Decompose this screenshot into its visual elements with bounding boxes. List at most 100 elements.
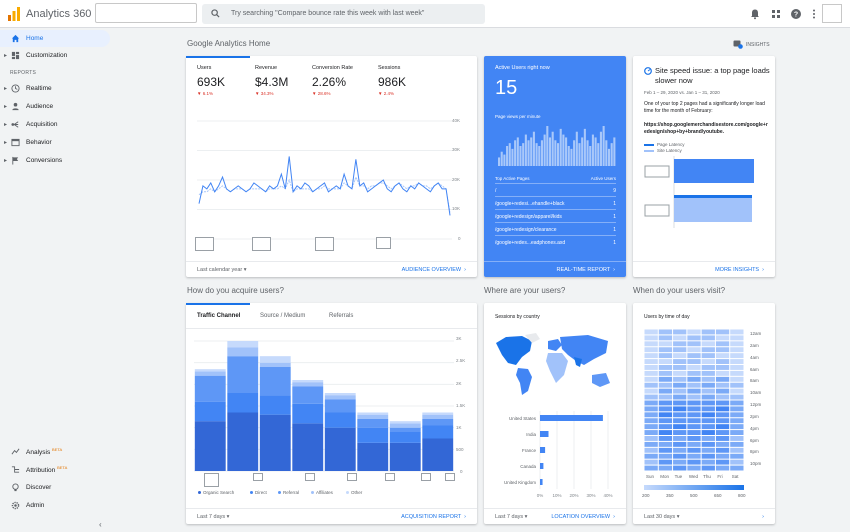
scale-label: 500 [690, 493, 698, 498]
date-range-dropdown[interactable]: Last calendar year ▾ [197, 267, 247, 273]
heatmap-cell [701, 382, 715, 388]
table-row[interactable]: /google+redesign/clearance 1 [495, 224, 616, 236]
x-label-box [376, 237, 391, 249]
stacked-bar-segment [259, 356, 291, 363]
stacked-bar-segment [357, 414, 389, 419]
europe-region [548, 339, 562, 351]
expand-arrow-icon: ▸ [4, 86, 8, 92]
heatmap-cell [658, 441, 673, 447]
legend-referral: Referral [278, 490, 299, 495]
stacked-bar-segment [292, 386, 324, 404]
account-avatar[interactable] [822, 4, 842, 23]
heatmap-cell [715, 335, 730, 341]
heatmap-cell [644, 459, 658, 465]
heatmap-cell [715, 376, 730, 382]
sidebar-item-conversions[interactable]: ▸ Conversions [0, 152, 110, 169]
date-range-dropdown[interactable]: Last 7 days ▾ [197, 514, 230, 520]
card-footer: Last 30 days ▾ › [633, 508, 775, 524]
category-label-box [644, 204, 670, 217]
stacked-bar-segment [259, 362, 291, 367]
metric-revenue[interactable]: Revenue $4.3M ▼ 34.3% [255, 65, 288, 96]
table-row[interactable]: /google+redes...eadphones.axd 1 [495, 237, 616, 249]
pageview-bar [519, 146, 522, 166]
sidebar-item-audience[interactable]: ▸ Audience [0, 98, 110, 115]
location-card: Sessions by country 0% 10% 20% 30% 40% United… [484, 303, 626, 524]
more-insights-link[interactable]: MORE INSIGHTS › [715, 267, 764, 273]
pageview-bar [546, 126, 549, 166]
sidebar-item-admin[interactable]: Admin [0, 497, 110, 514]
sidebar-item-discover[interactable]: Discover [0, 479, 110, 496]
table-row[interactable]: /google+redesi...ehandle+black 1 [495, 198, 616, 210]
x-label-box [445, 473, 455, 481]
location-overview-link[interactable]: LOCATION OVERVIEW › [551, 514, 615, 520]
date-range-dropdown[interactable]: Last 30 days ▾ [644, 514, 680, 520]
heatmap-cell [687, 365, 701, 370]
heatmap-cell [701, 400, 715, 406]
account-selector[interactable] [95, 3, 197, 23]
tab-traffic-channel[interactable]: Traffic Channel [197, 313, 241, 319]
series-line [198, 156, 451, 216]
metric-users[interactable]: Users 693K ▼ 6.1% [197, 65, 225, 96]
heatmap-cell [658, 329, 673, 335]
sidebar-item-realtime[interactable]: ▸ Realtime [0, 80, 110, 97]
heatmap-cell [687, 465, 701, 471]
australia-region [592, 373, 610, 387]
sidebar-item-acquisition[interactable]: ▸ Acquisition [0, 116, 110, 133]
sidebar-item-home[interactable]: Home [0, 30, 110, 47]
metric-sessions[interactable]: Sessions 986K ▼ 2.4% [378, 65, 406, 96]
sidebar-item-customization[interactable]: ▸ Customization [0, 47, 110, 64]
help-icon[interactable]: ? [790, 8, 802, 20]
heatmap-cell [658, 382, 673, 388]
heatmap-cell [673, 453, 687, 459]
heatmap-cell [658, 335, 673, 341]
apps-grid-icon[interactable] [770, 8, 782, 20]
tab-referrals[interactable]: Referrals [329, 313, 354, 319]
expand-arrow-icon: ▸ [4, 53, 8, 59]
acquisition-report-link[interactable]: ACQUISITION REPORT › [401, 514, 466, 520]
country-bar [540, 447, 546, 453]
pages-table-header: Top Active Pages Active Users [495, 176, 616, 184]
table-row[interactable]: /9 [495, 185, 616, 197]
audience-overview-link[interactable]: AUDIENCE OVERVIEW › [401, 267, 466, 273]
scale-label: 350 [666, 493, 674, 498]
pageview-bar [565, 137, 568, 166]
heatmap-cell [658, 447, 673, 453]
stacked-bar-segment [422, 412, 454, 415]
search-bar[interactable]: Try searching "Compare bounce rate this … [202, 4, 485, 24]
selected-tab-indicator [186, 303, 250, 305]
heatmap-cell [658, 370, 673, 376]
hour-label: 2pm [750, 413, 759, 419]
insights-button[interactable]: INSIGHTS [733, 40, 770, 49]
heatmap-cell [687, 453, 701, 459]
tab-source-medium[interactable]: Source / Medium [260, 313, 306, 319]
sidebar-item-behavior[interactable]: ▸ Behavior [0, 134, 110, 151]
stacked-bar-segment [422, 425, 454, 439]
pageview-bar [506, 146, 509, 166]
date-range-dropdown[interactable]: Last 7 days ▾ [495, 514, 528, 520]
pageview-bar [522, 143, 525, 166]
heatmap-cell [687, 447, 701, 453]
stacked-bar-segment [389, 442, 421, 471]
date-range-label: Last 30 days [644, 514, 676, 520]
lightbulb-icon [12, 483, 19, 492]
table-row[interactable]: /google+redesign/apparel/kids 1 [495, 211, 616, 223]
heatmap-cell [673, 459, 687, 465]
bell-icon[interactable] [749, 8, 761, 20]
collapse-sidebar-icon[interactable]: ‹ [99, 520, 102, 529]
heatmap-cell [715, 465, 730, 471]
sidebar-item-attribution[interactable]: Attribution BETA [0, 461, 110, 478]
stacked-bar-segment [357, 412, 389, 415]
acquisition-card: Traffic Channel Source / Medium Referral… [186, 303, 477, 524]
more-vert-icon[interactable] [808, 8, 820, 20]
heatmap-cell [644, 370, 658, 376]
time-report-link[interactable]: › [762, 514, 764, 520]
y-tick-label: 1K [456, 425, 462, 430]
sidebar-item-analysis[interactable]: Analysis BETA [0, 443, 110, 460]
realtime-report-link[interactable]: REAL-TIME REPORT › [556, 267, 615, 273]
heatmap-cell [701, 370, 715, 376]
heatmap-cell [658, 365, 673, 370]
heatmap-cell [644, 335, 658, 341]
stacked-bar-segment [292, 423, 324, 471]
metric-conversion-rate[interactable]: Conversion Rate 2.26% ▼ 28.6% [312, 65, 353, 96]
heatmap-cell [701, 430, 715, 435]
